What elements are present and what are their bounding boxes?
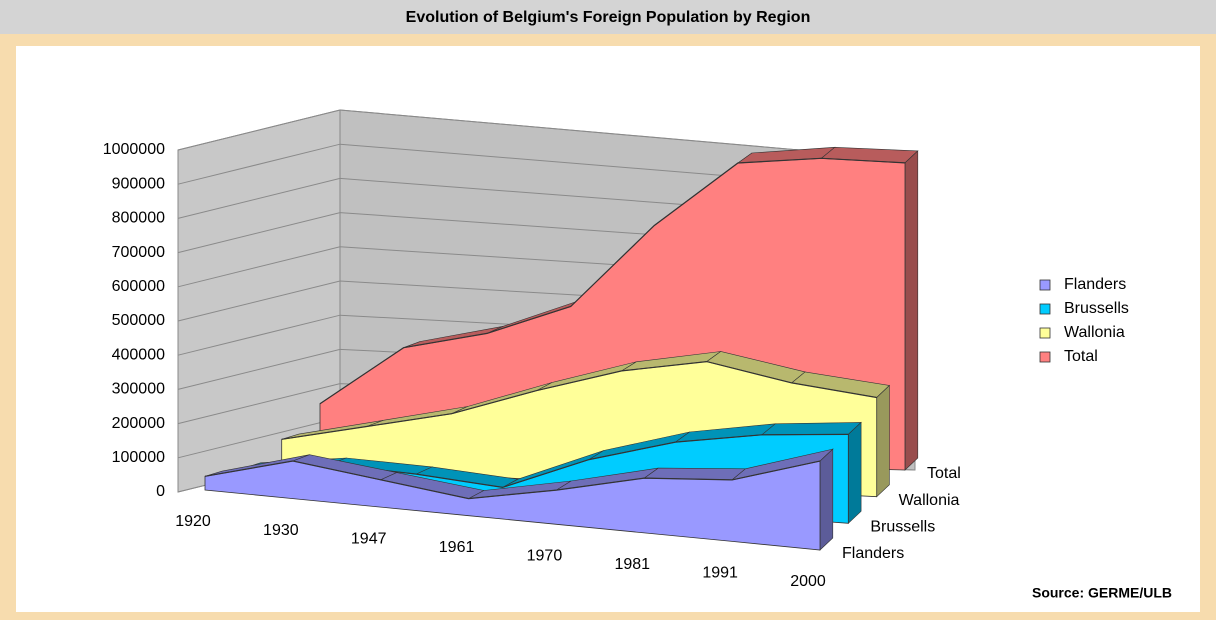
y-tick-label: 500000 bbox=[112, 312, 165, 329]
y-tick-label: 100000 bbox=[112, 449, 165, 466]
legend-label: Wallonia bbox=[1064, 324, 1125, 341]
y-tick-label: 0 bbox=[156, 483, 165, 500]
series-axis-label: Flanders bbox=[842, 545, 904, 562]
area-side bbox=[819, 448, 834, 551]
y-tick-label: 900000 bbox=[112, 175, 165, 192]
x-tick-label: 1930 bbox=[263, 522, 299, 539]
x-tick-label: 2000 bbox=[790, 573, 826, 590]
legend-label: Flanders bbox=[1064, 276, 1126, 293]
x-tick-label: 1920 bbox=[175, 513, 211, 530]
x-tick-label: 1961 bbox=[439, 539, 475, 556]
x-tick-label: 1981 bbox=[614, 556, 650, 573]
area-line bbox=[319, 157, 906, 405]
y-tick-label: 600000 bbox=[112, 278, 165, 295]
y-tick-label: 1000000 bbox=[103, 141, 165, 158]
source: Source: GERME/ULB bbox=[1032, 585, 1172, 601]
grid-line bbox=[177, 109, 916, 161]
area-side bbox=[904, 150, 919, 471]
y-tick-label: 300000 bbox=[112, 381, 165, 398]
area-top bbox=[761, 422, 862, 436]
legend-swatch bbox=[1039, 279, 1051, 291]
title-bar bbox=[0, 0, 1216, 34]
y-tick-label: 400000 bbox=[112, 346, 165, 363]
y-tick-label: 200000 bbox=[112, 415, 165, 432]
area-line bbox=[281, 360, 877, 440]
x-tick-label: 1947 bbox=[351, 530, 387, 547]
chart-title: Evolution of Belgium's Foreign Populatio… bbox=[406, 9, 811, 26]
legend-label: Total bbox=[1064, 348, 1098, 365]
x-tick-label: 1970 bbox=[527, 548, 563, 565]
area-line bbox=[204, 460, 821, 500]
y-tick-label: 700000 bbox=[112, 244, 165, 261]
series-axis-label: Wallonia bbox=[899, 492, 960, 509]
series-axis-label: Total bbox=[927, 465, 961, 482]
legend-swatch bbox=[1039, 327, 1051, 339]
area-side bbox=[876, 384, 890, 498]
legend-label: Brussells bbox=[1064, 300, 1129, 317]
area-side bbox=[847, 421, 862, 524]
legend-swatch bbox=[1039, 351, 1051, 363]
legend-swatch bbox=[1039, 303, 1051, 315]
series-axis-label: Brussells bbox=[870, 519, 935, 536]
x-tick-label: 1991 bbox=[702, 565, 738, 582]
y-tick-label: 800000 bbox=[112, 210, 165, 227]
